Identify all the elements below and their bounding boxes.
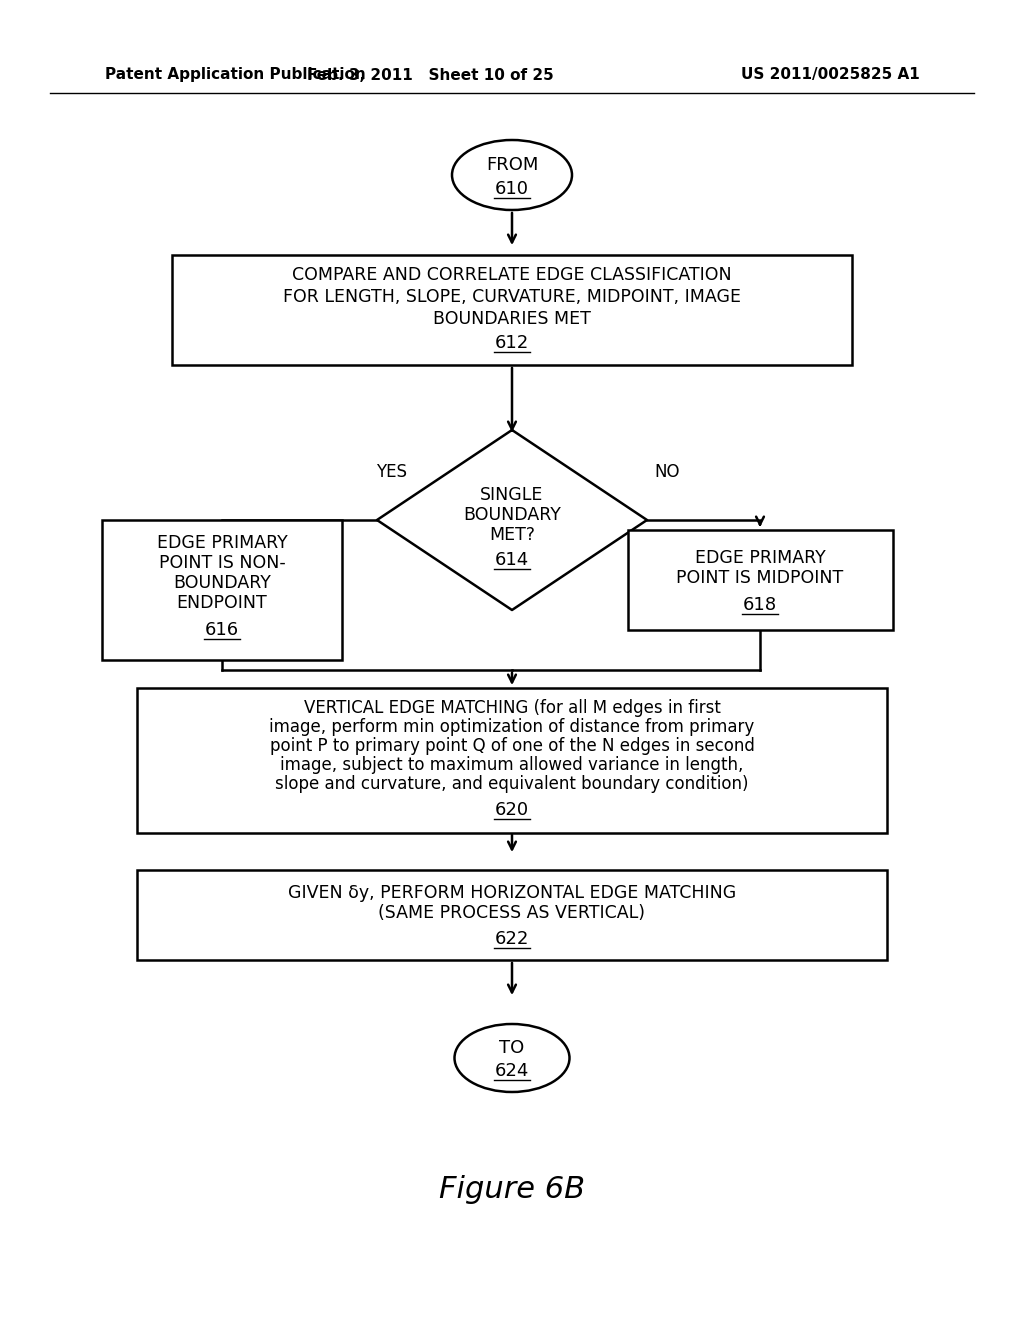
Bar: [628, 531, 893, 630]
Text: EDGE PRIMARY: EDGE PRIMARY: [694, 549, 825, 568]
Text: (SAME PROCESS AS VERTICAL): (SAME PROCESS AS VERTICAL): [379, 904, 645, 921]
Text: POINT IS NON-: POINT IS NON-: [159, 554, 286, 572]
Text: FROM: FROM: [485, 156, 539, 174]
Text: BOUNDARIES MET: BOUNDARIES MET: [433, 310, 591, 327]
Text: FOR LENGTH, SLOPE, CURVATURE, MIDPOINT, IMAGE: FOR LENGTH, SLOPE, CURVATURE, MIDPOINT, …: [283, 288, 741, 306]
Text: image, subject to maximum allowed variance in length,: image, subject to maximum allowed varian…: [281, 756, 743, 774]
Text: Feb. 3, 2011   Sheet 10 of 25: Feb. 3, 2011 Sheet 10 of 25: [306, 67, 553, 82]
Text: EDGE PRIMARY: EDGE PRIMARY: [157, 535, 288, 552]
Text: TO: TO: [500, 1039, 524, 1057]
Text: NO: NO: [654, 463, 680, 480]
Text: slope and curvature, and equivalent boundary condition): slope and curvature, and equivalent boun…: [275, 775, 749, 793]
Text: 612: 612: [495, 334, 529, 352]
Text: SINGLE: SINGLE: [480, 486, 544, 504]
Polygon shape: [377, 430, 647, 610]
Bar: [172, 255, 852, 366]
Text: 618: 618: [743, 597, 777, 614]
Bar: [102, 520, 342, 660]
Text: ENDPOINT: ENDPOINT: [176, 594, 267, 612]
Bar: [137, 688, 887, 833]
Ellipse shape: [452, 140, 572, 210]
Text: YES: YES: [377, 463, 408, 480]
Text: 620: 620: [495, 801, 529, 818]
Text: GIVEN δy, PERFORM HORIZONTAL EDGE MATCHING: GIVEN δy, PERFORM HORIZONTAL EDGE MATCHI…: [288, 884, 736, 902]
Text: 624: 624: [495, 1063, 529, 1080]
Text: MET?: MET?: [489, 525, 535, 544]
Text: 616: 616: [205, 620, 239, 639]
Text: 614: 614: [495, 550, 529, 569]
Text: US 2011/0025825 A1: US 2011/0025825 A1: [741, 67, 920, 82]
Bar: [137, 870, 887, 960]
Text: COMPARE AND CORRELATE EDGE CLASSIFICATION: COMPARE AND CORRELATE EDGE CLASSIFICATIO…: [292, 267, 732, 284]
Text: BOUNDARY: BOUNDARY: [173, 574, 271, 591]
Text: Figure 6B: Figure 6B: [439, 1176, 585, 1204]
Ellipse shape: [455, 1024, 569, 1092]
Text: VERTICAL EDGE MATCHING (for all M edges in first: VERTICAL EDGE MATCHING (for all M edges …: [303, 700, 721, 717]
Text: POINT IS MIDPOINT: POINT IS MIDPOINT: [677, 569, 844, 587]
Text: point P to primary point Q of one of the N edges in second: point P to primary point Q of one of the…: [269, 737, 755, 755]
Text: image, perform min optimization of distance from primary: image, perform min optimization of dista…: [269, 718, 755, 737]
Text: 622: 622: [495, 931, 529, 948]
Text: Patent Application Publication: Patent Application Publication: [105, 67, 366, 82]
Text: BOUNDARY: BOUNDARY: [463, 506, 561, 524]
Text: 610: 610: [495, 180, 529, 198]
